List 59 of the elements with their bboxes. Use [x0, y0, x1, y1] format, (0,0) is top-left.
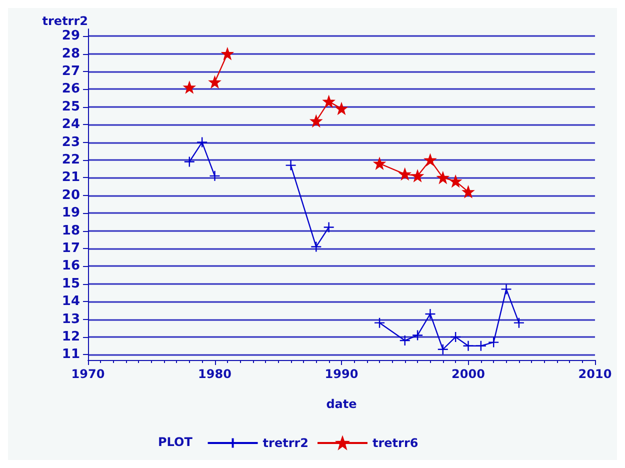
point	[323, 96, 334, 108]
y-tick-label: 13	[62, 312, 80, 327]
y-axis-title: tretrr2	[42, 14, 88, 28]
point	[412, 170, 424, 182]
y-tick-label: 24	[62, 117, 80, 132]
point	[310, 115, 322, 127]
point	[462, 186, 474, 198]
point	[475, 340, 487, 352]
x-tick-label: 1990	[324, 367, 358, 381]
point	[184, 82, 195, 94]
x-tick-label: 1980	[198, 367, 232, 381]
x-tick-label: 2010	[578, 367, 612, 381]
point	[310, 241, 322, 252]
x-tick-label: 2000	[452, 367, 485, 381]
x-axis-title: date	[326, 397, 357, 411]
point	[285, 160, 296, 171]
point	[412, 330, 424, 341]
legend-label: tretrr6	[372, 436, 418, 450]
y-tick-label: 15	[62, 276, 80, 292]
point	[513, 317, 525, 328]
y-tick-label: 12	[62, 329, 80, 344]
point	[450, 176, 462, 187]
point	[437, 344, 448, 355]
point	[488, 336, 500, 348]
point	[196, 136, 208, 148]
y-tick-label: 28	[62, 46, 80, 62]
y-tick-label: 14	[62, 294, 80, 310]
y-tick-label: 20	[62, 188, 80, 203]
point	[209, 76, 220, 88]
point	[336, 103, 348, 114]
y-tick-label: 19	[62, 206, 80, 221]
point	[424, 308, 436, 320]
y-tick-label: 26	[62, 82, 80, 97]
point	[450, 331, 462, 343]
y-tick-label: 16	[62, 258, 80, 274]
y-tick-label: 22	[62, 152, 80, 168]
point	[399, 334, 410, 346]
legend-title: PLOT	[158, 435, 194, 449]
y-tick-label: 18	[62, 223, 80, 238]
point	[323, 222, 334, 233]
point	[399, 168, 410, 180]
y-tick-label: 29	[62, 28, 80, 44]
y-tick-label: 21	[62, 170, 80, 186]
point	[374, 158, 386, 170]
legend-label: tretrr2	[262, 436, 309, 450]
point	[374, 317, 386, 328]
y-tick-label: 27	[62, 64, 80, 79]
point	[209, 170, 220, 182]
point	[500, 284, 512, 295]
y-tick-label: 23	[62, 134, 80, 150]
y-tick-label: 17	[62, 240, 80, 256]
point	[437, 172, 448, 184]
y-tick-label: 25	[62, 99, 80, 114]
point	[424, 154, 436, 166]
y-tick-label: 11	[62, 347, 80, 362]
point	[184, 156, 195, 168]
point	[222, 48, 234, 60]
point	[462, 340, 474, 352]
x-tick-label: 1970	[71, 367, 105, 381]
